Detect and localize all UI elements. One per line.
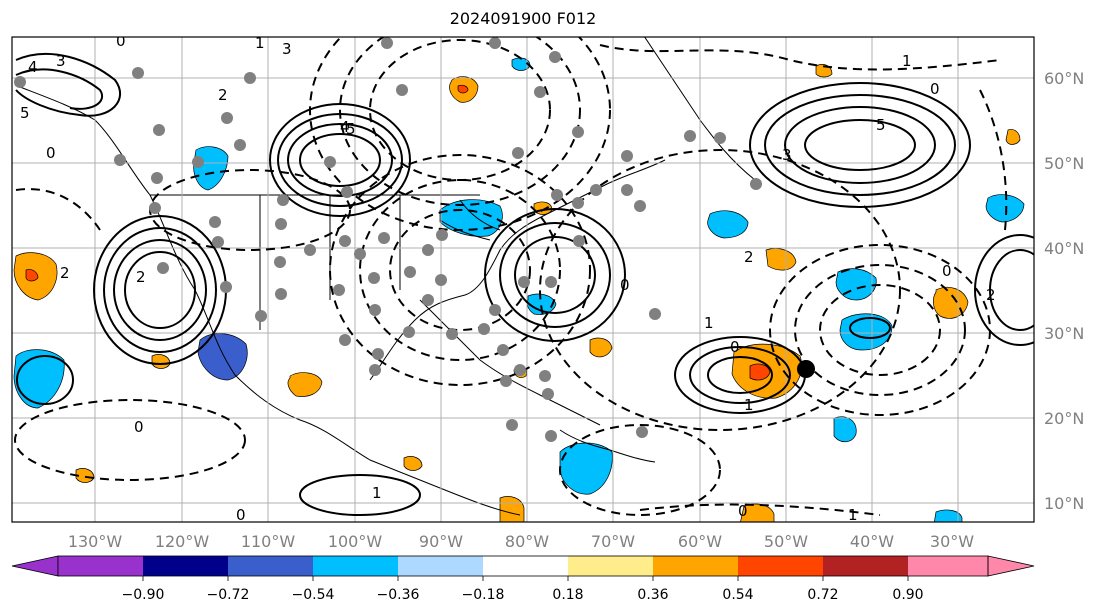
lat-label: 40°N	[1044, 239, 1084, 258]
lon-label: 60°W	[678, 532, 722, 551]
storm-center-marker	[797, 360, 815, 378]
colorbar-extend-low	[11, 555, 59, 577]
colorbar-swatch	[908, 556, 988, 576]
lon-label: 120°W	[155, 532, 210, 551]
contour-label: 0	[738, 502, 748, 520]
contour-label: 1	[255, 34, 265, 52]
colorbar-tick-label: 0.54	[722, 587, 753, 603]
longitude-labels: 130°W 120°W 110°W 100°W 90°W 80°W 70°W 6…	[68, 532, 974, 551]
colorbar-tick-label: −0.36	[377, 587, 420, 603]
colorbar-tick-label: 0.72	[807, 587, 838, 603]
contour-label: 3	[282, 40, 292, 58]
contour-label: 0	[236, 506, 246, 524]
lon-label: 110°W	[241, 532, 296, 551]
colorbar-tick-label: −0.72	[207, 587, 250, 603]
contour-label: 2	[136, 268, 146, 286]
colorbar-tick-label: −0.90	[122, 587, 165, 603]
contour-label: 5	[346, 120, 356, 138]
colorbar-tick-label: 0.36	[637, 587, 668, 603]
contour-label: 0	[942, 262, 952, 280]
latitude-labels: 60°N 50°N 40°N 30°N 20°N 10°N	[1044, 69, 1084, 513]
contour-label: 2	[60, 264, 70, 282]
colorbar-swatch	[143, 556, 228, 576]
colorbar-tick-label: 0.18	[552, 587, 583, 603]
lat-label: 30°N	[1044, 324, 1084, 343]
contour-label: 1	[902, 52, 912, 70]
contour-label: 1	[1040, 44, 1050, 62]
lon-label: 50°W	[764, 532, 808, 551]
contour-label: 1	[848, 506, 858, 524]
colorbar-swatch	[738, 556, 823, 576]
contour-label: 3	[782, 146, 792, 164]
contour-label: 1	[372, 484, 382, 502]
colorbar-swatch	[58, 556, 143, 576]
colorbar-swatch	[653, 556, 738, 576]
contour-label: 2	[986, 286, 996, 304]
lon-label: 90°W	[419, 532, 463, 551]
colorbar-swatch	[483, 556, 568, 576]
contour-label: 0	[46, 144, 56, 162]
contour-label: 4	[28, 58, 38, 76]
contour-label: 0	[134, 418, 144, 436]
colorbar-extend-high	[987, 555, 1035, 577]
lon-label: 40°W	[850, 532, 894, 551]
contour-labels: 4 5 3 0 2 1 4 5 3 2 0 1 1 1 5 3 0 0 2 0 …	[20, 32, 1050, 524]
map-panel: 4 5 3 0 2 1 4 5 3 2 0 1 1 1 5 3 0 0 2 0 …	[12, 32, 1050, 524]
colorbar-swatch	[228, 556, 313, 576]
map-title: 2024091900 F012	[449, 9, 597, 28]
contour-label: 5	[20, 104, 30, 122]
lon-label: 30°W	[930, 532, 974, 551]
contour-label: 4	[340, 118, 350, 136]
contour-label: 2	[744, 248, 754, 266]
colorbar-swatch	[568, 556, 653, 576]
contour-label: 0	[930, 80, 940, 98]
lat-label: 20°N	[1044, 409, 1084, 428]
colorbar-tick-label: −0.18	[462, 587, 505, 603]
lat-label: 10°N	[1044, 494, 1084, 513]
colorbar: −0.90 −0.72 −0.54 −0.36 −0.18 0.18 0.36 …	[11, 555, 1035, 603]
map-frame	[11, 36, 1035, 523]
lat-label: 50°N	[1044, 154, 1084, 173]
gray-markers	[14, 37, 762, 442]
contour-label: 5	[876, 116, 886, 134]
colorbar-tick-label: 0.90	[892, 587, 923, 603]
lon-label: 80°W	[505, 532, 549, 551]
contour-label: 0	[620, 276, 630, 294]
lon-label: 70°W	[591, 532, 635, 551]
lon-label: 100°W	[328, 532, 383, 551]
colorbar-tick-label: −0.54	[292, 587, 335, 603]
colorbar-swatch	[398, 556, 483, 576]
contour-label: 2	[218, 86, 228, 104]
shaded-anomalies	[13, 57, 1025, 522]
colorbar-swatch	[823, 556, 908, 576]
colorbar-swatch	[313, 556, 398, 576]
lon-label: 130°W	[68, 532, 123, 551]
lat-label: 60°N	[1044, 69, 1084, 88]
contour-label: 1	[744, 396, 754, 414]
contour-label: 1	[704, 314, 714, 332]
contour-label: 0	[730, 338, 740, 356]
contour-label: 3	[56, 52, 66, 70]
contour-label: 0	[116, 32, 126, 50]
